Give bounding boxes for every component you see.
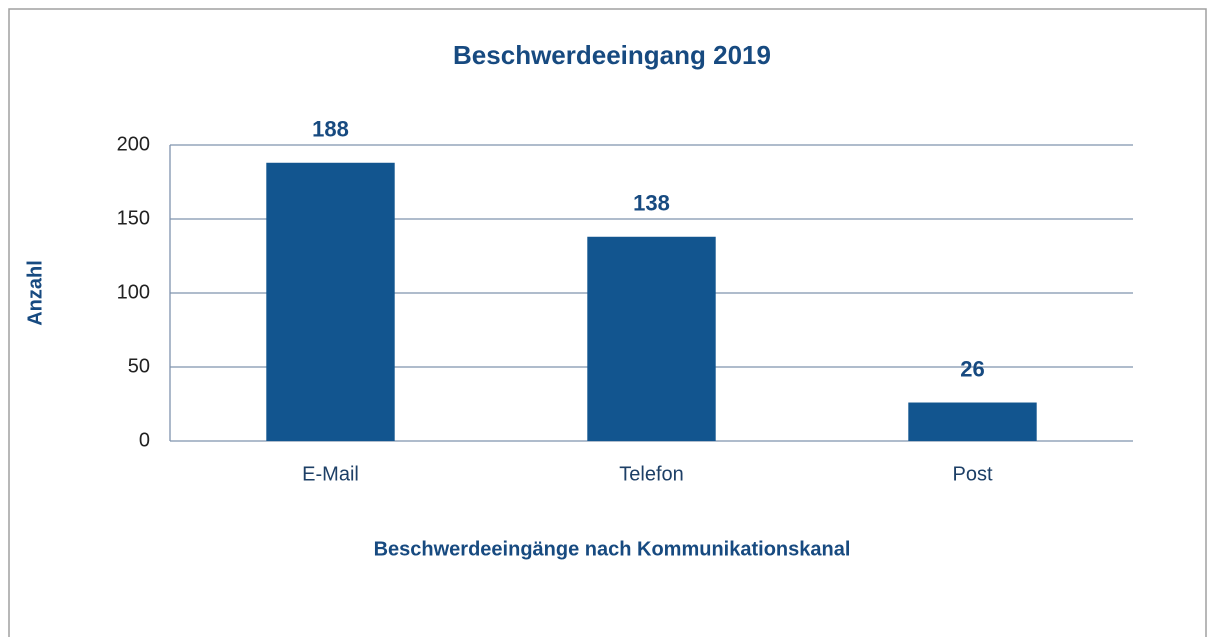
- x-tick-label: E-Mail: [302, 463, 359, 485]
- value-label: 188: [312, 117, 349, 142]
- bar: [587, 236, 716, 441]
- value-label: 138: [633, 191, 670, 216]
- value-label: 26: [960, 356, 984, 381]
- x-tick-label: Post: [952, 463, 992, 485]
- chart-title: Beschwerdeeingang 2019: [453, 40, 771, 70]
- x-axis-label: Beschwerdeeingänge nach Kommunikationska…: [374, 538, 851, 560]
- bar: [908, 402, 1037, 441]
- y-tick-label: 50: [128, 355, 150, 377]
- y-tick-label: 150: [117, 207, 150, 229]
- bar: [266, 162, 395, 441]
- y-tick-label: 200: [117, 133, 150, 155]
- y-tick-label: 100: [117, 281, 150, 303]
- y-axis-label: Anzahl: [24, 260, 46, 326]
- x-tick-label: Telefon: [619, 463, 684, 485]
- y-tick-label: 0: [139, 429, 150, 451]
- chart-border: [8, 8, 1207, 637]
